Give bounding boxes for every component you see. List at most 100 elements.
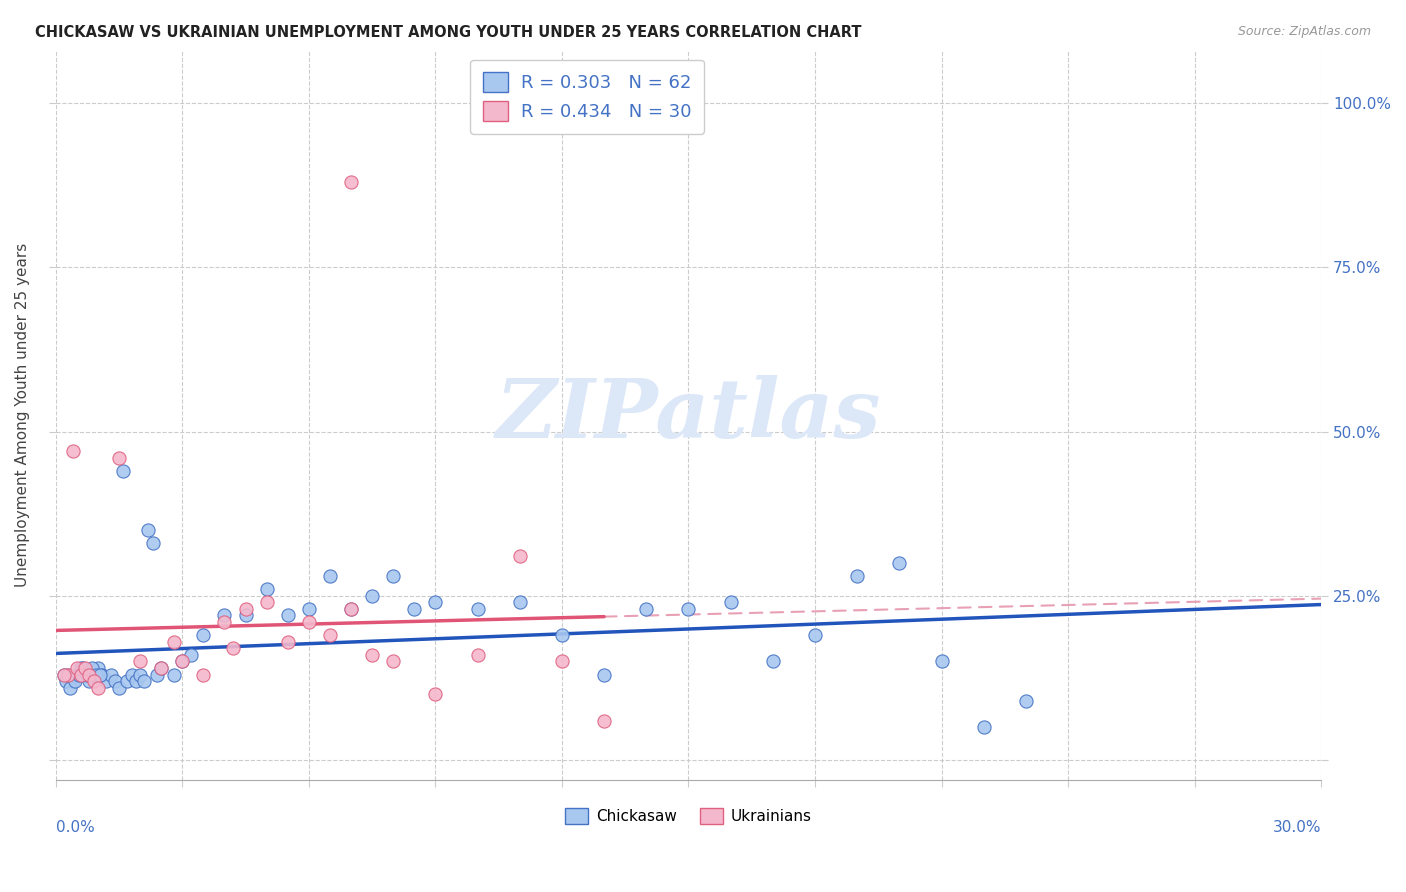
Point <box>62 674 84 689</box>
Y-axis label: Unemployment Among Youth under 25 years: Unemployment Among Youth under 25 years <box>15 243 30 587</box>
Point <box>104 674 127 689</box>
Point <box>91 667 114 681</box>
Point <box>762 654 785 668</box>
Point <box>72 661 94 675</box>
Point <box>53 667 76 681</box>
Point <box>235 608 257 623</box>
Point <box>467 602 489 616</box>
Point <box>75 667 97 681</box>
Point <box>340 602 363 616</box>
Point <box>172 654 194 668</box>
Point <box>593 667 616 681</box>
Point <box>340 175 363 189</box>
Point <box>340 602 363 616</box>
Point <box>87 661 110 675</box>
Point <box>193 667 215 681</box>
Point <box>361 648 384 662</box>
Text: Source: ZipAtlas.com: Source: ZipAtlas.com <box>1237 25 1371 38</box>
Text: 30.0%: 30.0% <box>1272 820 1322 835</box>
Point <box>112 464 135 478</box>
Point <box>319 569 342 583</box>
Point <box>129 667 152 681</box>
Point <box>134 674 156 689</box>
Point <box>150 661 173 675</box>
Point <box>67 667 90 681</box>
Point <box>551 628 574 642</box>
Point <box>163 634 186 648</box>
Point <box>129 654 152 668</box>
Point <box>83 674 105 689</box>
Point <box>80 661 103 675</box>
Point <box>404 602 426 616</box>
Point <box>277 634 299 648</box>
Point <box>425 595 447 609</box>
Point <box>931 654 953 668</box>
Point <box>846 569 869 583</box>
Text: CHICKASAW VS UKRAINIAN UNEMPLOYMENT AMONG YOUTH UNDER 25 YEARS CORRELATION CHART: CHICKASAW VS UKRAINIAN UNEMPLOYMENT AMON… <box>35 25 862 40</box>
Point <box>70 667 93 681</box>
Point <box>79 674 101 689</box>
Point <box>63 674 86 689</box>
Point <box>125 674 148 689</box>
Point <box>509 549 531 564</box>
Point <box>256 595 278 609</box>
Point <box>277 608 299 623</box>
Point <box>66 661 89 675</box>
Point <box>58 667 80 681</box>
Point <box>121 667 143 681</box>
Point <box>84 667 107 681</box>
Point <box>138 523 160 537</box>
Point <box>298 615 321 629</box>
Point <box>59 681 82 695</box>
Text: ZIPatlas: ZIPatlas <box>496 376 882 455</box>
Point <box>96 674 118 689</box>
Point <box>58 667 80 681</box>
Point <box>222 641 245 656</box>
Point <box>62 444 84 458</box>
Point <box>66 667 89 681</box>
Point <box>319 628 342 642</box>
Point <box>83 667 105 681</box>
Point <box>163 667 186 681</box>
Legend: Chickasaw, Ukrainians: Chickasaw, Ukrainians <box>560 802 817 830</box>
Point <box>636 602 658 616</box>
Point <box>146 667 169 681</box>
Point <box>425 687 447 701</box>
Point <box>79 667 101 681</box>
Point <box>87 681 110 695</box>
Point <box>678 602 700 616</box>
Point <box>108 681 131 695</box>
Point <box>100 667 122 681</box>
Point <box>1015 694 1038 708</box>
Point <box>889 556 911 570</box>
Point <box>108 450 131 465</box>
Point <box>76 667 98 681</box>
Point <box>298 602 321 616</box>
Point <box>551 654 574 668</box>
Point <box>70 661 93 675</box>
Point <box>804 628 827 642</box>
Point <box>382 569 405 583</box>
Point <box>150 661 173 675</box>
Point <box>235 602 257 616</box>
Point <box>53 667 76 681</box>
Point <box>382 654 405 668</box>
Point <box>720 595 742 609</box>
Point <box>172 654 194 668</box>
Point <box>193 628 215 642</box>
Point <box>117 674 139 689</box>
Point <box>361 589 384 603</box>
Point <box>55 674 77 689</box>
Point <box>509 595 531 609</box>
Point <box>256 582 278 597</box>
Point <box>180 648 202 662</box>
Point <box>467 648 489 662</box>
Point <box>593 714 616 728</box>
Point <box>973 720 995 734</box>
Point <box>142 536 165 550</box>
Point <box>89 667 111 681</box>
Point <box>214 608 236 623</box>
Point <box>214 615 236 629</box>
Point <box>75 661 97 675</box>
Text: 0.0%: 0.0% <box>56 820 94 835</box>
